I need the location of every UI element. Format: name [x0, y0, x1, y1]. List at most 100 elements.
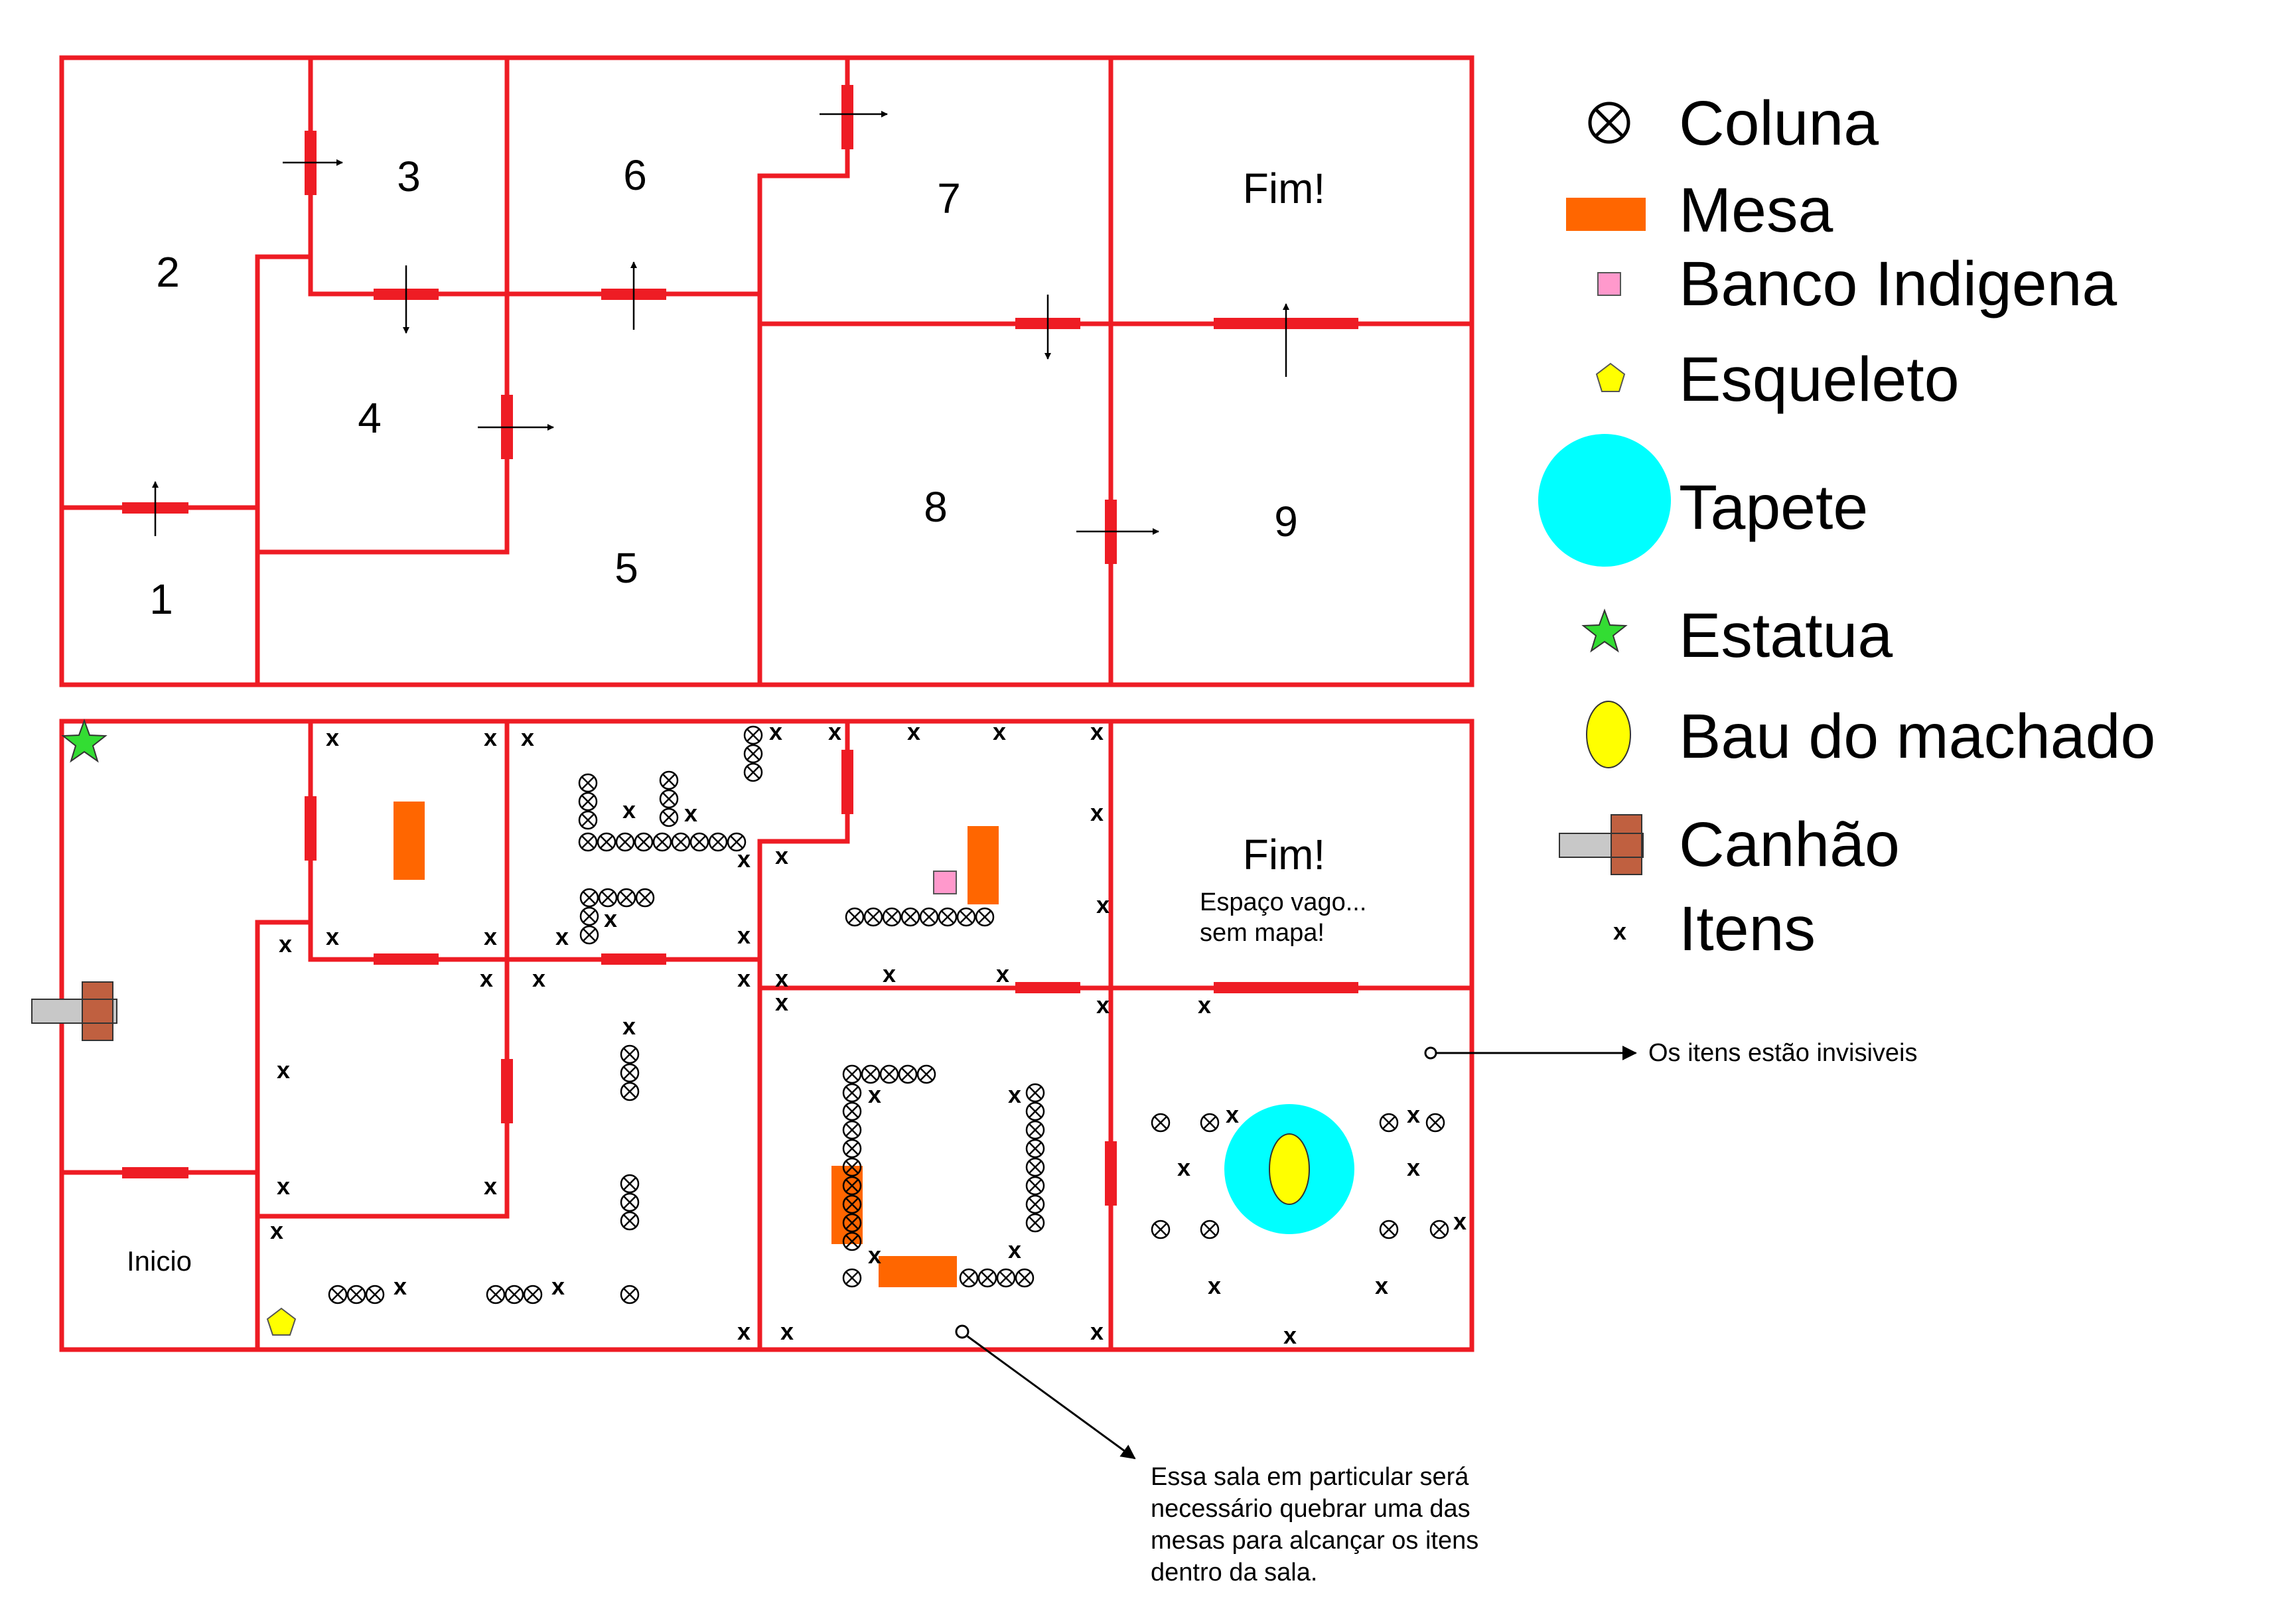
- legend-label: Itens: [1679, 894, 1816, 964]
- legend-label: Mesa: [1679, 175, 1833, 246]
- table: [879, 1256, 957, 1287]
- item-marker: x: [521, 724, 534, 751]
- chest-icon: [1586, 701, 1631, 768]
- column: [578, 773, 598, 793]
- column: [919, 907, 939, 927]
- door: [601, 953, 666, 965]
- statue-icon: [1581, 608, 1628, 653]
- table: [968, 826, 999, 904]
- column: [620, 1082, 640, 1101]
- column: [842, 1083, 862, 1103]
- wall: [255, 920, 311, 1350]
- column: [996, 1268, 1016, 1288]
- column: [579, 925, 599, 945]
- bottom-map: [59, 719, 1474, 1352]
- column: [879, 1064, 899, 1084]
- column: [743, 725, 763, 745]
- annotation-point: [1424, 1046, 1437, 1060]
- column: [842, 1101, 862, 1121]
- column: [1151, 1220, 1171, 1239]
- wall: [257, 721, 510, 1219]
- item-marker: x: [828, 718, 841, 745]
- annotation-arrow: [967, 1335, 1136, 1460]
- column: [598, 888, 618, 908]
- note-line: Essa sala em particular será: [1151, 1463, 1469, 1491]
- column: [959, 1268, 979, 1288]
- column: [652, 832, 672, 852]
- statue: [61, 719, 108, 763]
- column: [578, 810, 598, 830]
- column: [842, 1064, 862, 1084]
- table: [394, 802, 425, 880]
- annotation-point: [955, 1324, 969, 1339]
- column: [659, 808, 679, 827]
- legend-row-carpet: Tapete: [1538, 434, 1868, 567]
- door: [841, 85, 853, 149]
- door: [501, 1059, 513, 1123]
- wall: [255, 254, 311, 685]
- item-marker: x: [868, 1241, 881, 1269]
- column: [1025, 1139, 1045, 1159]
- column: [659, 789, 679, 809]
- cannon-icon: [1559, 814, 1644, 875]
- wall: [308, 721, 760, 962]
- item-marker: x: [1453, 1208, 1467, 1235]
- annotation-invisible-items: Os itens estão invisiveis: [1424, 1039, 1918, 1067]
- item-marker: x: [484, 1172, 497, 1200]
- bottom-map-outline: [59, 719, 1474, 1352]
- column: [579, 906, 599, 926]
- item-marker: x: [1407, 1154, 1420, 1181]
- column: [1429, 1220, 1449, 1239]
- column: [842, 1268, 862, 1288]
- door: [1214, 982, 1358, 993]
- item-marker: x: [737, 965, 751, 992]
- legend-row-items: x Itens: [1613, 894, 1816, 964]
- item-marker: x: [279, 930, 292, 957]
- column: [578, 832, 598, 852]
- column: [620, 1044, 640, 1064]
- annotation-text: Os itens estão invisiveis: [1648, 1039, 1918, 1067]
- column: [504, 1285, 524, 1304]
- column: [689, 832, 709, 852]
- room-label-8: 8: [924, 483, 948, 531]
- item-marker: x: [1375, 1272, 1388, 1299]
- item-marker: x: [622, 1013, 636, 1040]
- legend-row-chest: Bau do machado: [1586, 701, 2155, 772]
- column: [1379, 1220, 1399, 1239]
- note-line: Espaço vago...: [1200, 888, 1366, 916]
- column: [620, 1063, 640, 1083]
- door: [1015, 982, 1080, 993]
- column: [1025, 1157, 1045, 1177]
- start-label: Inicio: [127, 1245, 192, 1277]
- room-label-2: 2: [156, 248, 180, 296]
- item-marker: x: [993, 718, 1006, 745]
- column: [1025, 1194, 1045, 1214]
- item-marker: x: [1096, 891, 1110, 918]
- column: [578, 792, 598, 811]
- column: [727, 832, 747, 852]
- item-marker: x: [775, 842, 788, 869]
- column: [597, 832, 616, 852]
- column: [659, 770, 679, 790]
- item-marker: x: [769, 718, 782, 745]
- column: [842, 1120, 862, 1140]
- legend-label: Esqueleto: [1679, 344, 1960, 415]
- item-marker: x: [555, 923, 569, 950]
- column: [1379, 1113, 1399, 1133]
- item-marker: x: [1090, 1318, 1104, 1345]
- legend-label: Estatua: [1679, 600, 1893, 671]
- vacant-space-note: Espaço vago... sem mapa!: [1200, 888, 1366, 947]
- column: [615, 832, 635, 852]
- column: [708, 832, 728, 852]
- table-icon: [1566, 198, 1646, 231]
- room-labels: 1 2 3 4 5 6 7 8 9 Fim!: [149, 151, 1325, 623]
- column: [1025, 1083, 1045, 1103]
- room-label-3: 3: [397, 153, 421, 200]
- item-marker: x: [737, 922, 751, 949]
- room-label-9: 9: [1274, 498, 1298, 545]
- item-marker: x: [484, 724, 497, 751]
- note-line: mesas para alcançar os itens: [1151, 1527, 1478, 1555]
- note-line: dentro da sala.: [1151, 1559, 1317, 1586]
- column: [845, 907, 865, 927]
